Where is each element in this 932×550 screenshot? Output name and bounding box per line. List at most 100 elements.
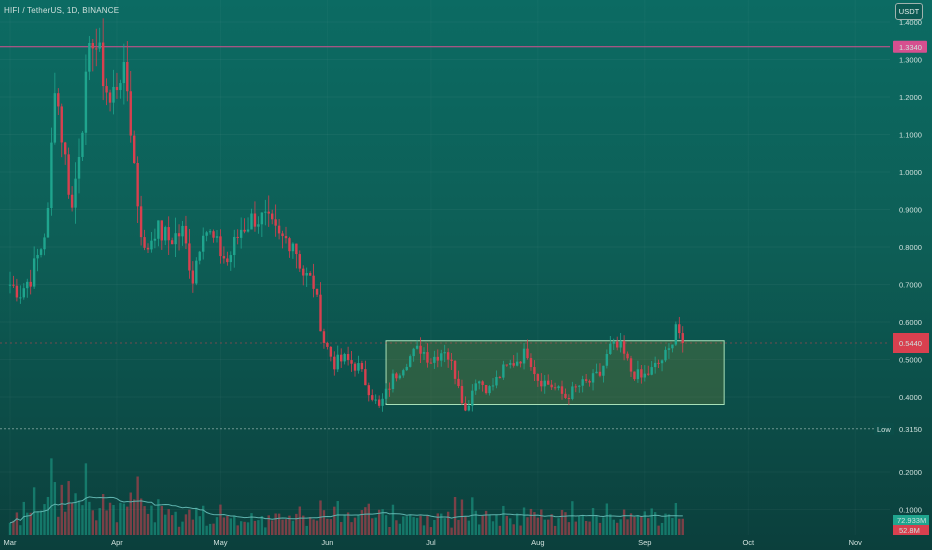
candle-body [550,384,553,388]
volume-bar [509,518,512,535]
candle-body [402,370,405,376]
candle-body [605,353,609,366]
price-tick-label: 0.2000 [899,468,922,477]
candle-body [602,365,605,376]
volume-bar [136,476,139,535]
low-tag-label: Low [877,425,891,434]
time-tick-label: May [213,538,227,547]
candle-body [298,254,301,269]
low-price-label: 0.3150 [899,425,922,434]
volume-bar [391,504,395,535]
candle-body [281,233,284,237]
volume-bar [474,510,477,535]
candle-body [336,354,339,370]
candle-body [98,42,101,49]
candle-body [312,275,315,289]
currency-button[interactable]: USDT [895,3,923,20]
time-tick-label: Jun [321,538,333,547]
candle-body [319,294,322,332]
candle-body [81,132,84,157]
candle-body [77,156,81,179]
candle-body [422,352,426,354]
volume-bar [412,517,415,535]
candle-body [353,363,357,371]
candle-body [143,237,146,248]
volume-bar [281,519,284,535]
volume-bar [640,516,643,535]
volume-bar [15,512,19,535]
candle-body [136,162,139,207]
candle-body [88,42,91,72]
candle-body [436,356,439,361]
volume-bar [77,500,81,535]
candle-body [208,231,212,233]
candle-body [257,224,260,227]
volume-bar [105,510,108,535]
volume-bar [74,493,77,535]
candle-body [236,236,239,238]
volume-bar [191,519,195,535]
candle-body [433,356,436,363]
candle-body [647,373,650,375]
volume-bar [381,509,384,535]
volume-bar [22,501,25,535]
candle-body [450,359,453,361]
volume-bar [260,516,264,535]
volume-bar [233,515,236,535]
volume-bar [170,515,174,535]
volume-bar [264,527,267,535]
volume-bar [364,507,367,535]
candle-body [557,386,560,389]
volume-bar [60,484,63,535]
candle-body [619,340,622,348]
volume-bar [484,510,488,535]
candle-body [198,251,201,261]
last-price-label: 0.5440 [899,339,922,348]
volume-bar [115,522,119,535]
price-tick-label: 1.3000 [899,56,922,65]
volume-bar [478,524,481,535]
volume-bar [502,505,505,535]
candle-body [284,236,288,239]
candle-body [226,258,229,263]
volume-bar [419,515,422,535]
volume-bar [202,505,205,535]
volume-bar [12,520,15,535]
candle-body [567,397,571,399]
candle-body [291,243,295,252]
volume-badge-2 [893,525,929,535]
candle-body [650,367,653,375]
candle-body [591,373,595,383]
candle-body [412,348,415,357]
candle-body [474,383,477,391]
volume-bar [360,510,364,535]
volume-bar [567,522,571,535]
candle-body [674,324,678,345]
volume-bar [481,515,484,535]
volume-bar [122,503,126,535]
candle-body [588,380,591,383]
candle-body [260,212,264,225]
price-tick-label: 1.4000 [899,18,922,27]
candle-body [246,229,250,232]
volume-bar [308,517,312,535]
candle-body [398,375,402,379]
volume-bar [605,503,609,535]
volume-bar [36,511,39,535]
volume-bar [88,501,91,535]
volume-bar [657,525,660,535]
volume-bar [550,514,553,535]
candle-body [119,83,122,91]
volume-bar [222,517,226,535]
candle-body [481,381,484,385]
volume-bar [498,525,502,535]
volume-bar [70,502,74,535]
time-tick-label: Sep [638,538,651,547]
candle-body [264,211,267,213]
candle-body [108,92,112,103]
volume-bar [453,496,457,535]
candle-body [229,255,232,263]
candle-body [533,367,536,375]
candle-body [502,364,505,378]
